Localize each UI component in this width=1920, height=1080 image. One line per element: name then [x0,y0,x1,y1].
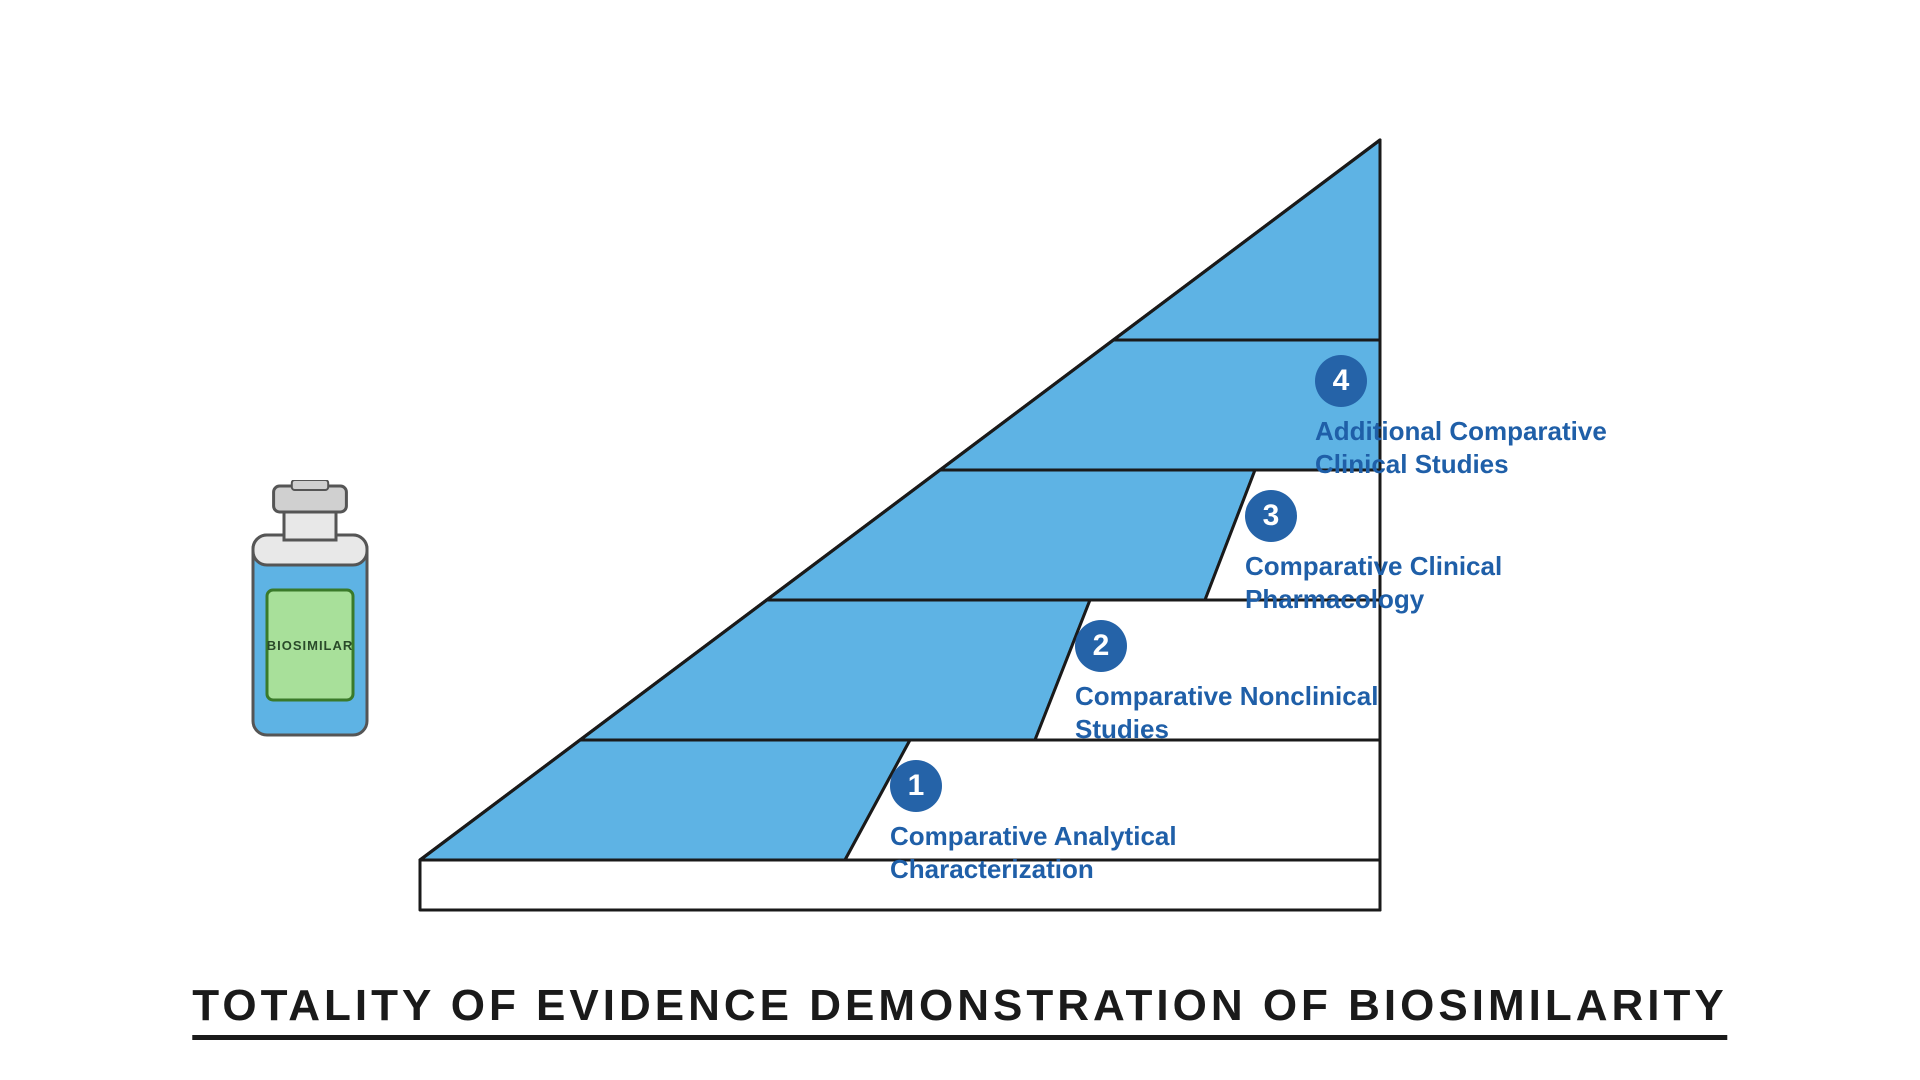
step-4-text: Additional Comparative Clinical Studies [1315,415,1607,480]
diagram-title: TOTALITY OF EVIDENCE DEMONSTRATION OF BI… [192,981,1727,1040]
step-1-badge: 1 [890,760,942,812]
step-3-text: Comparative Clinical Pharmacology [1245,550,1502,615]
step-3-label: 3 Comparative Clinical Pharmacology [1245,490,1502,615]
step-1-label: 1 Comparative Analytical Characterizatio… [890,760,1177,885]
biosimilar-vial-icon: BIOSIMILAR [245,480,375,770]
diagram-canvas: 1 Comparative Analytical Characterizatio… [0,0,1920,1080]
step-2-badge: 2 [1075,620,1127,672]
step-3-badge: 3 [1245,490,1297,542]
step-4-label: 4 Additional Comparative Clinical Studie… [1315,355,1607,480]
step-1-text: Comparative Analytical Characterization [890,820,1177,885]
step-2-text: Comparative Nonclinical Studies [1075,680,1378,745]
step-2-label: 2 Comparative Nonclinical Studies [1075,620,1378,745]
svg-text:BIOSIMILAR: BIOSIMILAR [267,638,354,653]
step-4-badge: 4 [1315,355,1367,407]
